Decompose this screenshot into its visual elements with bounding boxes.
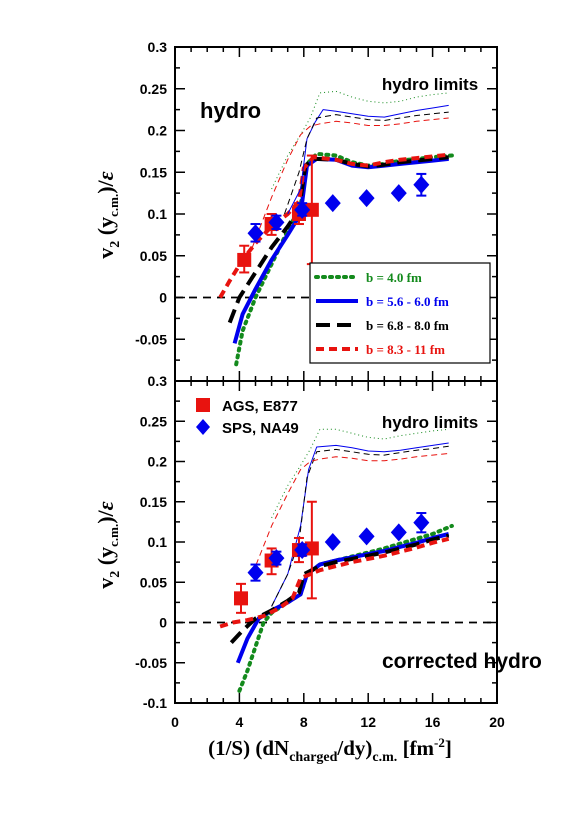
legend-box bbox=[309, 262, 491, 364]
y-tick-label: 0 bbox=[159, 290, 167, 306]
limits-label: hydro limits bbox=[382, 413, 478, 432]
limit-line bbox=[284, 111, 449, 215]
x-tick-label: 12 bbox=[360, 714, 376, 730]
x-tick-label: 16 bbox=[425, 714, 441, 730]
sps-marker bbox=[413, 513, 430, 532]
series-line bbox=[218, 152, 449, 299]
x-tick-label: 0 bbox=[171, 714, 179, 730]
y-tick-label: 0 bbox=[159, 615, 167, 631]
legend-label: b = 4.0 fm bbox=[366, 270, 422, 285]
y-tick-label: 0.15 bbox=[140, 164, 167, 180]
sps-marker bbox=[358, 527, 375, 546]
y-tick-label: 0.2 bbox=[148, 454, 168, 470]
ags-marker bbox=[304, 202, 319, 217]
panel-label: hydro bbox=[200, 98, 261, 123]
ags-marker bbox=[237, 252, 252, 267]
y-tick-label: 0.1 bbox=[148, 206, 168, 222]
sps-marker bbox=[358, 189, 375, 208]
y-tick-label: 0.3 bbox=[148, 373, 168, 389]
legend-label: b = 5.6 - 6.0 fm bbox=[366, 294, 449, 309]
y-tick-label: 0.05 bbox=[140, 574, 167, 590]
legend-label: AGS, E877 bbox=[222, 398, 298, 415]
sps-marker bbox=[324, 194, 341, 213]
sps-marker bbox=[268, 549, 285, 568]
y-tick-label: -0.05 bbox=[135, 655, 167, 671]
series-line bbox=[219, 536, 450, 629]
sps-marker bbox=[390, 523, 407, 542]
y-tick-label: -0.1 bbox=[143, 695, 167, 711]
sps-marker bbox=[390, 184, 407, 203]
sps-marker bbox=[294, 541, 311, 560]
limit-line bbox=[251, 117, 449, 248]
legend-label: b = 8.3 - 11 fm bbox=[366, 342, 445, 357]
x-tick-label: 4 bbox=[236, 714, 244, 730]
limit-line bbox=[251, 453, 449, 575]
limits-label: hydro limits bbox=[382, 75, 478, 94]
sps-marker bbox=[413, 175, 430, 194]
legend-marker bbox=[196, 398, 210, 412]
y-tick-label: -0.05 bbox=[135, 331, 167, 347]
series-line bbox=[235, 532, 450, 664]
y-tick-label: 0.15 bbox=[140, 494, 167, 510]
limit-line bbox=[271, 442, 449, 607]
legend-label: b = 6.8 - 8.0 fm bbox=[366, 318, 449, 333]
top-panel: -0.05 0 0.05 0.1 0.15 0.2 0.25 0.3 hydro hydro li… bbox=[135, 39, 498, 382]
y-tick-label: 0.3 bbox=[148, 39, 168, 55]
y-tick-label: 0.25 bbox=[140, 81, 167, 97]
x-tick-label: 8 bbox=[300, 714, 308, 730]
y-axis-title-bottom: v2 (yc.m.)/ε bbox=[93, 501, 123, 588]
y-tick-label: 0.1 bbox=[148, 534, 168, 550]
sps-marker bbox=[294, 200, 311, 219]
y-axis-title-top: v2 (yc.m.)/ε bbox=[93, 171, 123, 258]
y-tick-label: 0.2 bbox=[148, 123, 168, 139]
y-tick-label: 0.25 bbox=[140, 413, 167, 429]
sps-marker bbox=[324, 533, 341, 551]
y-tick-label: 0.05 bbox=[140, 248, 167, 264]
legend-label: SPS, NA49 bbox=[222, 420, 299, 437]
x-tick-label: 20 bbox=[489, 714, 505, 730]
legend-marker bbox=[196, 419, 210, 435]
sps-marker bbox=[268, 213, 285, 232]
bottom-panel: 0 4 8 12 16 20 -0.1 -0.05 0 0.05 0.1 0.15 0.2 0.25 0.3… bbox=[135, 373, 542, 730]
panel-label: corrected hydro bbox=[382, 650, 542, 673]
sps-marker bbox=[247, 563, 264, 582]
sps-marker bbox=[247, 224, 264, 243]
limit-line bbox=[287, 104, 449, 215]
ags-marker bbox=[234, 591, 249, 606]
x-axis-title: (1/S) (dNcharged/dy)c.m. [fm-2] bbox=[208, 735, 452, 765]
